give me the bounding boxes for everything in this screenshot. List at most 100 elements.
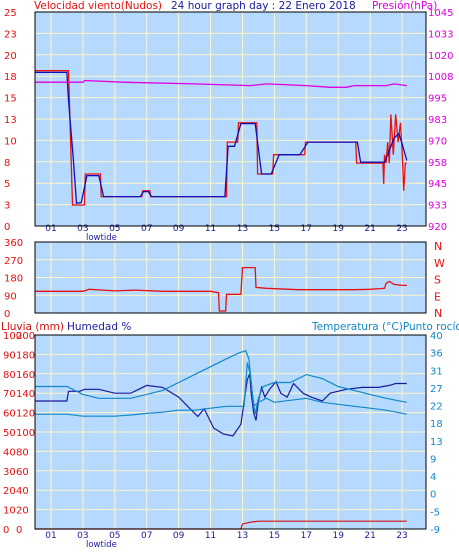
pressure-y-tick-label: 920 [428, 222, 447, 233]
x-tick-label: 19 [332, 224, 344, 234]
humidity-y-tick-label: 70 [3, 389, 16, 400]
rain-y-tick-label: 200 [16, 331, 35, 342]
humidity-y-tick-label: 60 [3, 409, 16, 420]
direction-y-tick-label: 360 [4, 238, 23, 249]
x-tick-label: 23 [396, 531, 407, 541]
wind-y-tick-label: 25 [4, 8, 17, 19]
wind-y-tick-label: 20 [4, 51, 17, 62]
x-tick-label: 15 [269, 224, 280, 234]
rain-label: Lluvia (mm) [1, 321, 64, 333]
rain-y-tick-label: 60 [16, 467, 29, 478]
x-tick-label: 17 [301, 224, 312, 234]
x-tick-label: 01 [45, 531, 56, 541]
temperature-y-tick-label: -9 [430, 525, 440, 536]
direction-y-tick-label: 90 [4, 291, 17, 302]
humidity-label: Humedad % [67, 321, 131, 333]
rain-y-tick-label: 140 [16, 389, 35, 400]
pressure-y-tick-label: 1020 [428, 51, 453, 62]
x-tick-label: 01 [45, 224, 56, 234]
x-tick-label: 11 [205, 531, 216, 541]
pressure-y-tick-label: 1033 [428, 29, 453, 40]
wind-y-tick-label: 13 [4, 115, 17, 126]
x-tick-label: 21 [364, 531, 375, 541]
x-tick-label: 07 [141, 224, 152, 234]
wind-direction-line [35, 266, 407, 312]
top-panel-border [34, 11, 427, 227]
rain-y-tick-label: 80 [16, 447, 29, 458]
x-tick-label: 07 [141, 531, 152, 541]
humidity-y-tick-label: 10 [3, 506, 16, 517]
pressure-label: Presión(hPa) [372, 0, 437, 12]
x-tick-label: 05 [109, 224, 120, 234]
direction-y-tick-label: 0 [4, 309, 10, 320]
rain-y-tick-label: 180 [16, 350, 35, 361]
compass-label: S [434, 274, 441, 287]
temperature-y-tick-label: 18 [430, 419, 443, 430]
wind-y-tick-label: 5 [4, 179, 10, 190]
humidity-line [35, 373, 407, 437]
compass-label: W [434, 257, 445, 270]
temperature-y-tick-label: 13 [430, 437, 443, 448]
humidity-y-tick-label: 50 [3, 428, 16, 439]
chart-title: 24 hour graph day : 22 Enero 2018 [171, 0, 356, 12]
x-tick-label: 11 [205, 224, 216, 234]
wind-average-line [35, 71, 408, 205]
wind-y-tick-label: 8 [4, 158, 10, 169]
temperature-y-tick-label: -5 [430, 507, 440, 518]
compass-label: N [434, 307, 442, 320]
rain-y-tick-label: 40 [16, 486, 29, 497]
humidity-y-tick-label: 30 [3, 467, 16, 478]
x-tick-label: 21 [364, 224, 375, 234]
humidity-y-tick-label: 0 [3, 525, 9, 536]
wind-y-tick-label: 23 [4, 29, 17, 40]
humidity-y-tick-label: 80 [3, 370, 16, 381]
x-tick-label: 19 [332, 531, 344, 541]
temperature-line [35, 350, 407, 415]
pressure-y-tick-label: 1045 [428, 8, 453, 19]
lowtide-label-top: lowtide [86, 233, 117, 243]
lowtide-label-bottom: lowtide [86, 540, 117, 550]
x-tick-label: 03 [77, 224, 88, 234]
x-tick-label: 05 [109, 531, 120, 541]
wind-y-tick-label: 10 [4, 136, 17, 147]
x-tick-label: 17 [301, 531, 312, 541]
temperature-y-tick-label: 9 [430, 454, 436, 465]
temperature-y-tick-label: 22 [430, 402, 443, 413]
compass-label: N [434, 240, 442, 253]
temperature-y-tick-label: 40 [430, 331, 443, 342]
wind-y-tick-label: 0 [4, 222, 10, 233]
x-tick-label: 13 [237, 531, 248, 541]
compass-label: E [434, 290, 441, 303]
bottom-panel-border [34, 334, 427, 530]
humidity-y-tick-label: 90 [3, 350, 16, 361]
pressure-y-tick-label: 933 [428, 201, 447, 212]
rain-y-tick-label: 0 [16, 525, 22, 536]
wind-y-tick-label: 18 [4, 72, 17, 83]
temperature-label: Temperatura (°C)Punto rocío [311, 321, 459, 333]
humidity-y-tick-label: 100 [3, 331, 22, 342]
pressure-y-tick-label: 945 [428, 179, 447, 190]
temperature-y-tick-label: 4 [430, 472, 436, 483]
direction-y-tick-label: 270 [4, 256, 23, 267]
pressure-y-tick-label: 970 [428, 136, 447, 147]
humidity-y-tick-label: 20 [3, 486, 16, 497]
x-tick-label: 03 [77, 531, 88, 541]
x-tick-label: 15 [269, 531, 280, 541]
x-tick-label: 13 [237, 224, 248, 234]
middle-panel-border [34, 241, 427, 314]
x-tick-label: 09 [173, 531, 185, 541]
wind-speed-label: Velocidad viento(Nudos) [34, 0, 162, 12]
x-tick-label: 23 [396, 224, 407, 234]
dew-point-line [35, 362, 407, 417]
rain-y-tick-label: 120 [16, 409, 35, 420]
pressure-y-tick-label: 1008 [428, 72, 453, 83]
wind-y-tick-label: 15 [4, 94, 17, 105]
rain-y-tick-label: 20 [16, 506, 29, 517]
direction-y-tick-label: 180 [4, 274, 23, 285]
x-tick-label: 09 [173, 224, 185, 234]
rain-y-tick-label: 100 [16, 428, 35, 439]
temperature-y-tick-label: 27 [430, 384, 443, 395]
